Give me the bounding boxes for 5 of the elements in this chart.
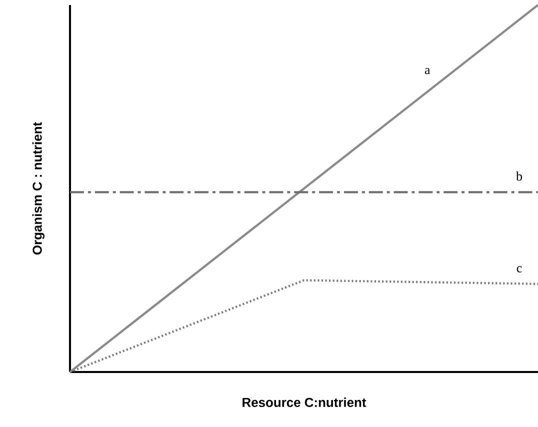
series-label: a bbox=[424, 68, 430, 74]
series-label: b bbox=[516, 172, 522, 181]
x-axis-title: Resource C:nutrient bbox=[242, 398, 366, 408]
series-label: c bbox=[516, 266, 522, 272]
y-axis-title: Organism C : nutrient bbox=[32, 122, 44, 255]
